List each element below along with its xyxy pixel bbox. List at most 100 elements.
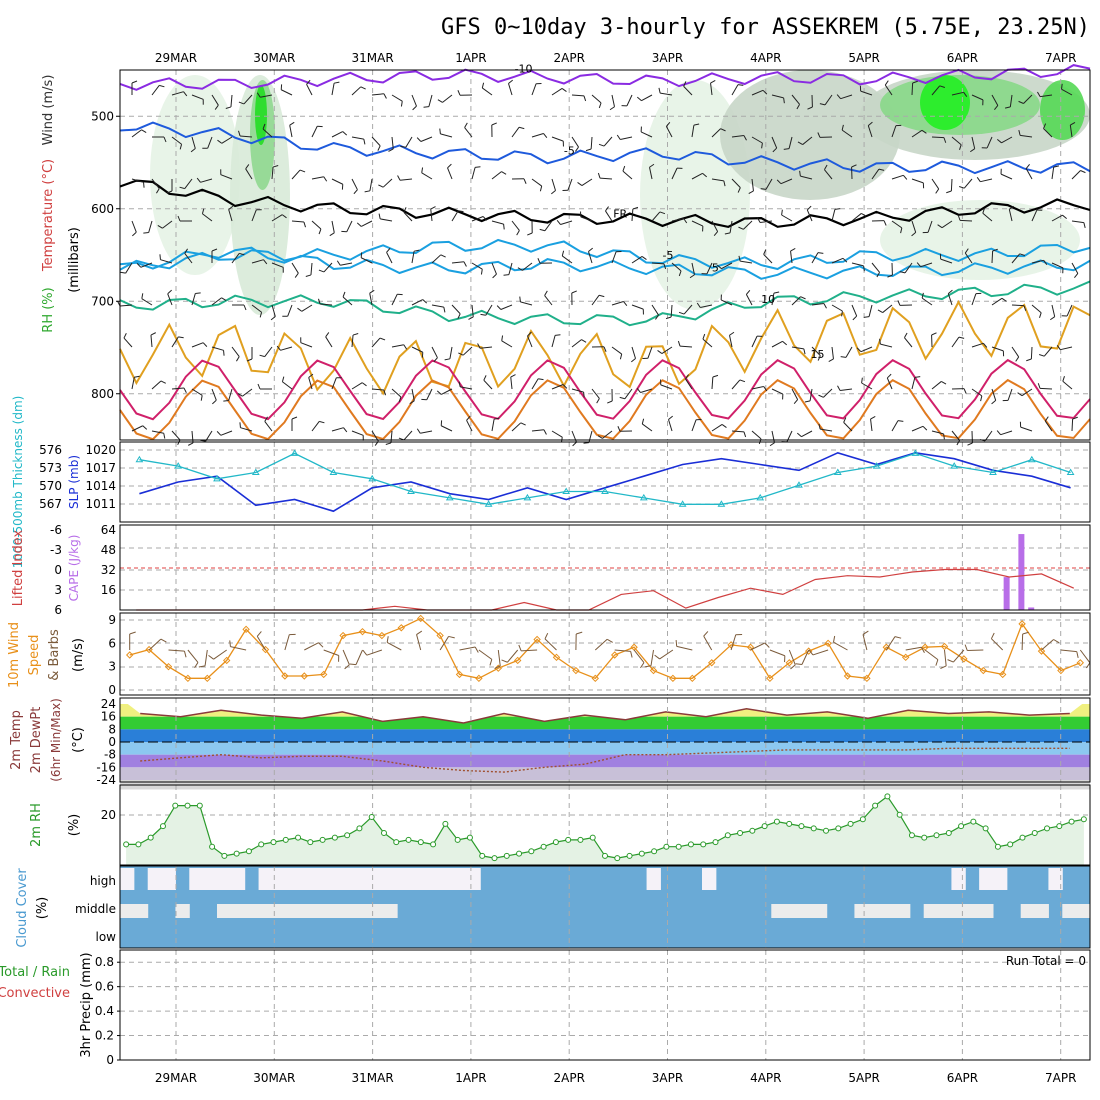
thickness-marker xyxy=(174,462,183,469)
wind-barb-flag xyxy=(378,184,384,188)
cloud-cell-high xyxy=(424,868,440,890)
wind-barb xyxy=(806,205,813,222)
wind-barb-shaft xyxy=(355,649,363,665)
wind-barb-shaft xyxy=(442,94,453,103)
wind-barb-shaft xyxy=(1008,209,1013,222)
wind-speed-marker xyxy=(979,666,988,675)
wind-barb-10m xyxy=(208,649,227,660)
wind-barb xyxy=(951,91,968,98)
wind-barb xyxy=(843,417,853,432)
wind-barb-shaft xyxy=(527,335,533,348)
wind-barb-flag xyxy=(655,314,659,320)
wind-barb-shaft xyxy=(811,252,819,264)
cloud-cell-middle xyxy=(771,904,786,918)
wind-barb xyxy=(716,262,733,270)
wind-barb-flag xyxy=(861,213,867,217)
wind-barb xyxy=(781,209,793,222)
wind-barb xyxy=(771,291,780,306)
wind-barb-shaft xyxy=(511,220,520,231)
wind-barb-flag xyxy=(683,81,687,87)
wind-barb-shaft xyxy=(927,220,933,233)
wind-barb-flag xyxy=(807,106,813,110)
wind-barb-flag xyxy=(824,164,828,170)
wind-barb-flag xyxy=(303,221,306,228)
wind-barb xyxy=(836,94,853,100)
wind-barb-flag xyxy=(208,655,214,660)
wind-barb-flag xyxy=(183,650,187,658)
wind-barb-flag xyxy=(466,415,471,421)
wind-barb-flag xyxy=(1062,376,1065,382)
wind-barb-shaft xyxy=(659,649,674,660)
wind-barb-flag xyxy=(823,303,827,309)
wind-barb-shaft xyxy=(507,649,519,663)
contour-label: -10 xyxy=(515,63,533,76)
wind-barb-flag xyxy=(458,352,464,356)
wind-barb-shaft xyxy=(371,136,381,147)
wind-barb-flag xyxy=(141,293,144,299)
cloud-cell-middle xyxy=(937,904,952,918)
wind-speed-marker xyxy=(164,662,173,671)
cloud-cell-middle xyxy=(369,904,384,918)
rh-marker xyxy=(994,843,1001,850)
wind-barb-flag xyxy=(876,272,880,278)
wind-barb xyxy=(331,427,348,433)
wind-barb xyxy=(1011,346,1020,362)
wind-barb-shaft xyxy=(911,82,914,96)
wind-barb-shaft xyxy=(802,136,813,145)
wind-barb xyxy=(611,251,622,264)
wind-barb-shaft xyxy=(885,636,896,651)
wind-barb-flag xyxy=(1004,106,1011,109)
wind-barb-flag xyxy=(1061,83,1063,90)
wind-barb-flag xyxy=(157,225,163,229)
wind-barb xyxy=(751,136,763,149)
wind-barb-shaft xyxy=(460,386,473,390)
wind-barb-flag xyxy=(364,190,371,193)
wind-barb-shaft xyxy=(1043,128,1053,138)
wind-barb xyxy=(131,425,148,432)
wind-barb-shaft xyxy=(665,126,673,138)
wind-barb xyxy=(1071,416,1078,432)
wind-barb-shaft xyxy=(171,387,184,390)
wind-barb xyxy=(246,347,253,362)
wind-barb-flag xyxy=(243,304,247,311)
rh-shading xyxy=(720,70,900,200)
cloud-cell-middle xyxy=(896,904,911,918)
wind-barb xyxy=(1037,91,1053,98)
rh-marker xyxy=(503,852,510,859)
wind-barb-shaft xyxy=(131,220,137,233)
wind-barb-flag xyxy=(561,250,565,257)
wind-speed-marker xyxy=(436,631,444,640)
wind-barb-10m xyxy=(1021,631,1029,651)
wind-barb-shaft xyxy=(1011,253,1021,264)
wind-barb xyxy=(877,304,893,313)
date-label-bottom: 30MAR xyxy=(253,1071,295,1085)
wind-barb-flag xyxy=(729,331,735,336)
wind-barb xyxy=(511,178,527,184)
thickness-marker xyxy=(290,449,299,456)
wind-barb-shaft xyxy=(940,258,953,264)
wind-barb-flag xyxy=(806,205,812,211)
wind-barb-shaft xyxy=(1069,125,1073,138)
wind-barb-10m xyxy=(675,640,693,651)
wind-barb xyxy=(738,255,753,264)
wind-barb-shaft xyxy=(544,295,553,306)
wind-barb-10m xyxy=(788,649,796,670)
wind-barb-flag xyxy=(440,254,446,258)
wind-barb-flag xyxy=(159,254,161,260)
wind-barb-10m xyxy=(198,649,208,668)
wind-barb xyxy=(622,165,633,180)
wind-barb-shaft xyxy=(243,94,253,105)
wind-barb-shaft xyxy=(984,430,993,442)
wind-barb-flag xyxy=(828,358,834,362)
wind-barb xyxy=(1056,344,1073,351)
wind-barb-flag xyxy=(843,417,847,423)
wind-barb xyxy=(871,262,880,278)
wind-barb xyxy=(245,164,253,180)
wind-barb-flag xyxy=(221,297,227,301)
wind-barb xyxy=(828,346,834,362)
wind-barb xyxy=(430,206,436,222)
wind-barb-10m xyxy=(924,649,939,666)
wind-barb xyxy=(597,172,613,180)
wind-barb xyxy=(280,84,293,96)
